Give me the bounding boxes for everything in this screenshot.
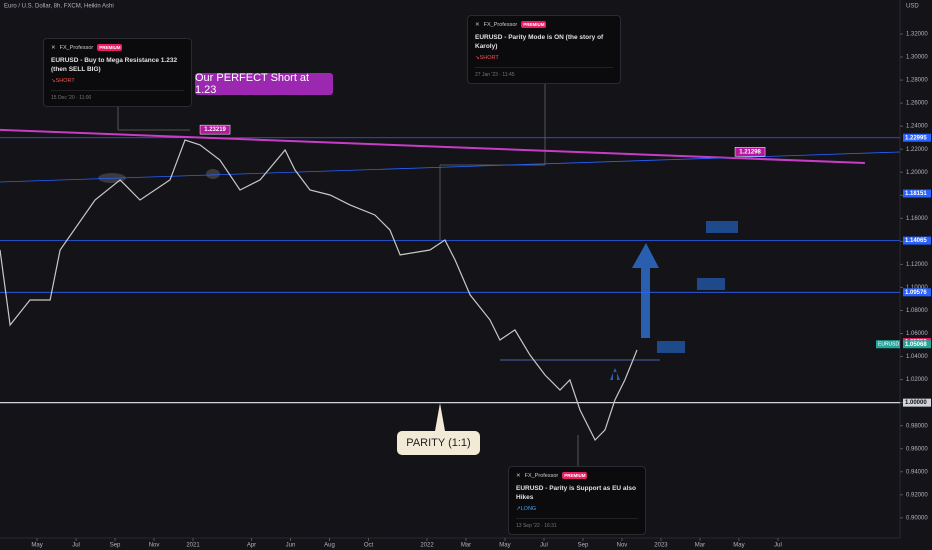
- y-tick-label: 0.92000: [906, 492, 928, 498]
- y-tick-label: 0.98000: [906, 423, 928, 429]
- trendline: [0, 128, 865, 164]
- idea-card[interactable]: ✕ FX_Professor PREMIUM EURUSD - Buy to Mega…: [43, 38, 192, 107]
- x-tick-label: Jul: [540, 543, 548, 549]
- badge: PREMIUM: [521, 21, 547, 28]
- trendline: [0, 151, 901, 183]
- y-tick-label: 0.94000: [906, 469, 928, 475]
- y-tick-label: 1.24000: [906, 124, 928, 130]
- x-tick-label: May: [499, 543, 510, 549]
- y-tick-label: 1.22000: [906, 147, 928, 153]
- idea-title: EURUSD - Parity Mode is ON (the story of…: [475, 34, 604, 50]
- price-line: [0, 139, 638, 442]
- y-axis-label: USD: [906, 4, 919, 10]
- idea-header: ✕ FX_Professor PREMIUM: [516, 472, 638, 479]
- level-label-bg: [903, 288, 931, 297]
- callout: PARITY (1:1): [397, 431, 480, 455]
- level-label: 1.00000: [905, 400, 927, 406]
- level-label: 1.09576: [905, 290, 927, 296]
- idea-header: ✕ FX_Professor PREMIUM: [475, 21, 613, 28]
- level-label: 1.18151: [905, 191, 927, 197]
- x-tick-label: May: [733, 543, 744, 549]
- y-tick-label: 1.16000: [906, 216, 928, 222]
- target-box: [697, 278, 725, 290]
- y-tick-label: 1.04000: [906, 354, 928, 360]
- idea-date: 13 Sep '22 · 16:31: [516, 518, 638, 529]
- avatar: ✕: [51, 44, 56, 51]
- callout: Our PERFECT Short at 1.23: [195, 72, 333, 96]
- idea-card[interactable]: ✕ FX_Professor PREMIUM EURUSD - Parity is S…: [508, 466, 646, 535]
- up-arrow: [632, 243, 659, 338]
- x-tick-label: 2023: [654, 543, 668, 549]
- level-label-bg: [903, 133, 931, 142]
- x-tick-label: Sep: [578, 543, 589, 549]
- target-box: [657, 341, 685, 353]
- idea-direction: ↗LONG: [516, 506, 537, 512]
- badge: PREMIUM: [562, 472, 588, 479]
- x-tick-label: 2022: [420, 543, 434, 549]
- level-label-bg: [903, 189, 931, 198]
- y-tick-label: 1.08000: [906, 308, 928, 314]
- idea-title: EURUSD - Buy to Mega Resistance 1.232 (t…: [51, 57, 178, 73]
- chart-title: Euro / U.S. Dollar, 8h, FXCM, Heikin Ash…: [4, 4, 114, 10]
- x-tick-label: Aug: [324, 543, 335, 549]
- y-tick-label: 1.06000: [906, 331, 928, 337]
- x-tick-label: May: [31, 543, 42, 549]
- idea-card[interactable]: ✕ FX_Professor PREMIUM EURUSD - Parity Mode…: [467, 15, 621, 84]
- level-tag-bg: [876, 340, 900, 349]
- idea-direction: ↘SHORT: [51, 78, 75, 84]
- x-tick-label: Nov: [149, 543, 160, 549]
- x-tick-label: Apr: [247, 543, 256, 549]
- author: FX_Professor: [483, 21, 518, 28]
- x-tick-label: Jun: [286, 543, 296, 549]
- level-label: 1.05068: [905, 342, 927, 348]
- x-tick-label: Jul: [774, 543, 782, 549]
- idea-date: 15 Dec '20 · 11:00: [51, 90, 184, 101]
- y-tick-label: 1.10000: [906, 285, 928, 291]
- y-tick-label: 1.28000: [906, 78, 928, 84]
- price-label: 1.21298: [739, 149, 761, 155]
- idea-header: ✕ FX_Professor PREMIUM: [51, 44, 184, 51]
- y-tick-label: 0.96000: [906, 446, 928, 452]
- y-tick-label: 1.12000: [906, 262, 928, 268]
- price-label: 1.23219: [204, 127, 226, 133]
- level-label: 1.14065: [905, 238, 927, 244]
- avatar: ✕: [516, 472, 521, 479]
- x-tick-label: Mar: [695, 543, 705, 549]
- y-tick-label: 0.90000: [906, 515, 928, 521]
- y-tick-label: 1.32000: [906, 32, 928, 38]
- y-tick-label: 1.26000: [906, 101, 928, 107]
- idea-title: EURUSD - Parity is Support as EU also Hi…: [516, 485, 636, 501]
- highlight: [206, 169, 220, 179]
- y-tick-label: 1.30000: [906, 55, 928, 61]
- y-tick-label: 1.20000: [906, 170, 928, 176]
- callout-pointer: [435, 403, 445, 431]
- level-label-bg: [903, 398, 931, 407]
- price-label-bg: [199, 124, 231, 135]
- idea-date: 27 Jan '23 · 11:45: [475, 67, 613, 78]
- badge: PREMIUM: [97, 44, 123, 51]
- level-tag: EURUSD: [878, 342, 900, 348]
- x-tick-label: Sep: [110, 543, 121, 549]
- x-tick-label: Mar: [461, 543, 471, 549]
- author: FX_Professor: [524, 472, 559, 479]
- level-label-bg: [903, 236, 931, 245]
- up-arrow: [610, 368, 620, 380]
- target-box: [706, 221, 738, 233]
- level-label-bg: [903, 340, 931, 349]
- avatar: ✕: [475, 21, 480, 28]
- idea-direction: ↘SHORT: [475, 55, 499, 61]
- y-tick-label: 1.02000: [906, 377, 928, 383]
- x-tick-label: 2021: [186, 543, 200, 549]
- x-tick-label: Oct: [364, 543, 374, 549]
- x-tick-label: Jul: [72, 543, 80, 549]
- author: FX_Professor: [59, 44, 94, 51]
- price-label-bg: [734, 147, 766, 157]
- level-label: 1.22995: [905, 135, 927, 141]
- x-tick-label: Nov: [617, 543, 628, 549]
